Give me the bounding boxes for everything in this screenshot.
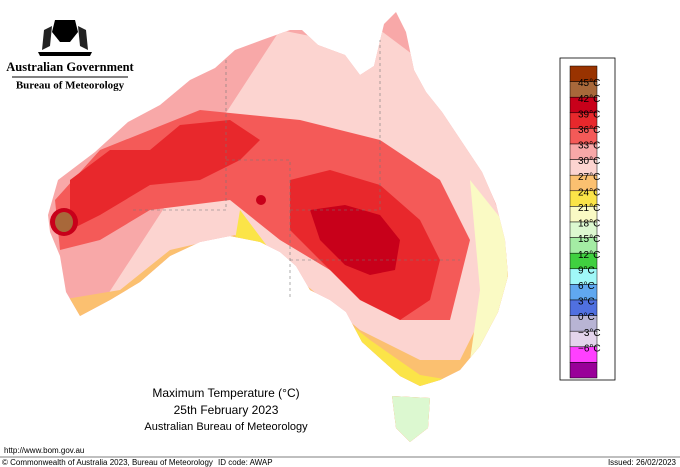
legend-label: 18°C (578, 219, 600, 230)
footer-copyright: © Commonwealth of Australia 2023, Bureau… (2, 458, 213, 467)
map-source: Australian Bureau of Meteorology (144, 421, 308, 433)
legend-label: −3°C (578, 328, 601, 339)
government-name: Australian Government (6, 60, 134, 74)
legend-label: 6°C (578, 281, 595, 292)
footer-issued: Issued: 26/02/2023 (608, 458, 677, 467)
legend-label: 42°C (578, 94, 600, 105)
crest (52, 20, 78, 42)
zone-36-39 (70, 120, 440, 320)
logo: Australian Government Bureau of Meteorol… (6, 20, 135, 92)
crest-base (38, 52, 92, 56)
map-title: Maximum Temperature (°C) (152, 386, 299, 400)
legend: 45°C 42°C 39°C 36°C 33°C 30°C 27°C 24°C 21°C 18°C… (569, 65, 601, 379)
zone-39-42 (310, 205, 400, 275)
footer-id: ID code: AWAP (218, 458, 273, 467)
legend-label: 15°C (578, 234, 600, 245)
legend-label: −6°C (578, 343, 601, 354)
legend-label: 24°C (578, 187, 600, 198)
legend-label: 3°C (578, 297, 595, 308)
legend-label: 33°C (578, 141, 600, 152)
zone-tasmania (392, 396, 430, 442)
legend-label: 45°C (578, 78, 600, 89)
legend-label: 36°C (578, 125, 600, 136)
legend-label: 27°C (578, 172, 600, 183)
crest-supporters (42, 26, 88, 50)
legend-label: 39°C (578, 109, 600, 120)
state-borders (130, 40, 460, 300)
legend-label: 30°C (578, 156, 600, 167)
footer-url: http://www.bom.gov.au (4, 446, 84, 455)
bureau-name: Bureau of Meteorology (16, 80, 125, 92)
map-date: 25th February 2023 (174, 403, 279, 417)
legend-label: 12°C (578, 250, 600, 261)
legend-label: 0°C (578, 312, 595, 323)
zone-spot (256, 195, 266, 205)
zone-west-hottest (55, 212, 73, 232)
legend-label: 9°C (578, 265, 595, 276)
legend-label: 21°C (578, 203, 600, 214)
legend-swatch (569, 362, 598, 379)
